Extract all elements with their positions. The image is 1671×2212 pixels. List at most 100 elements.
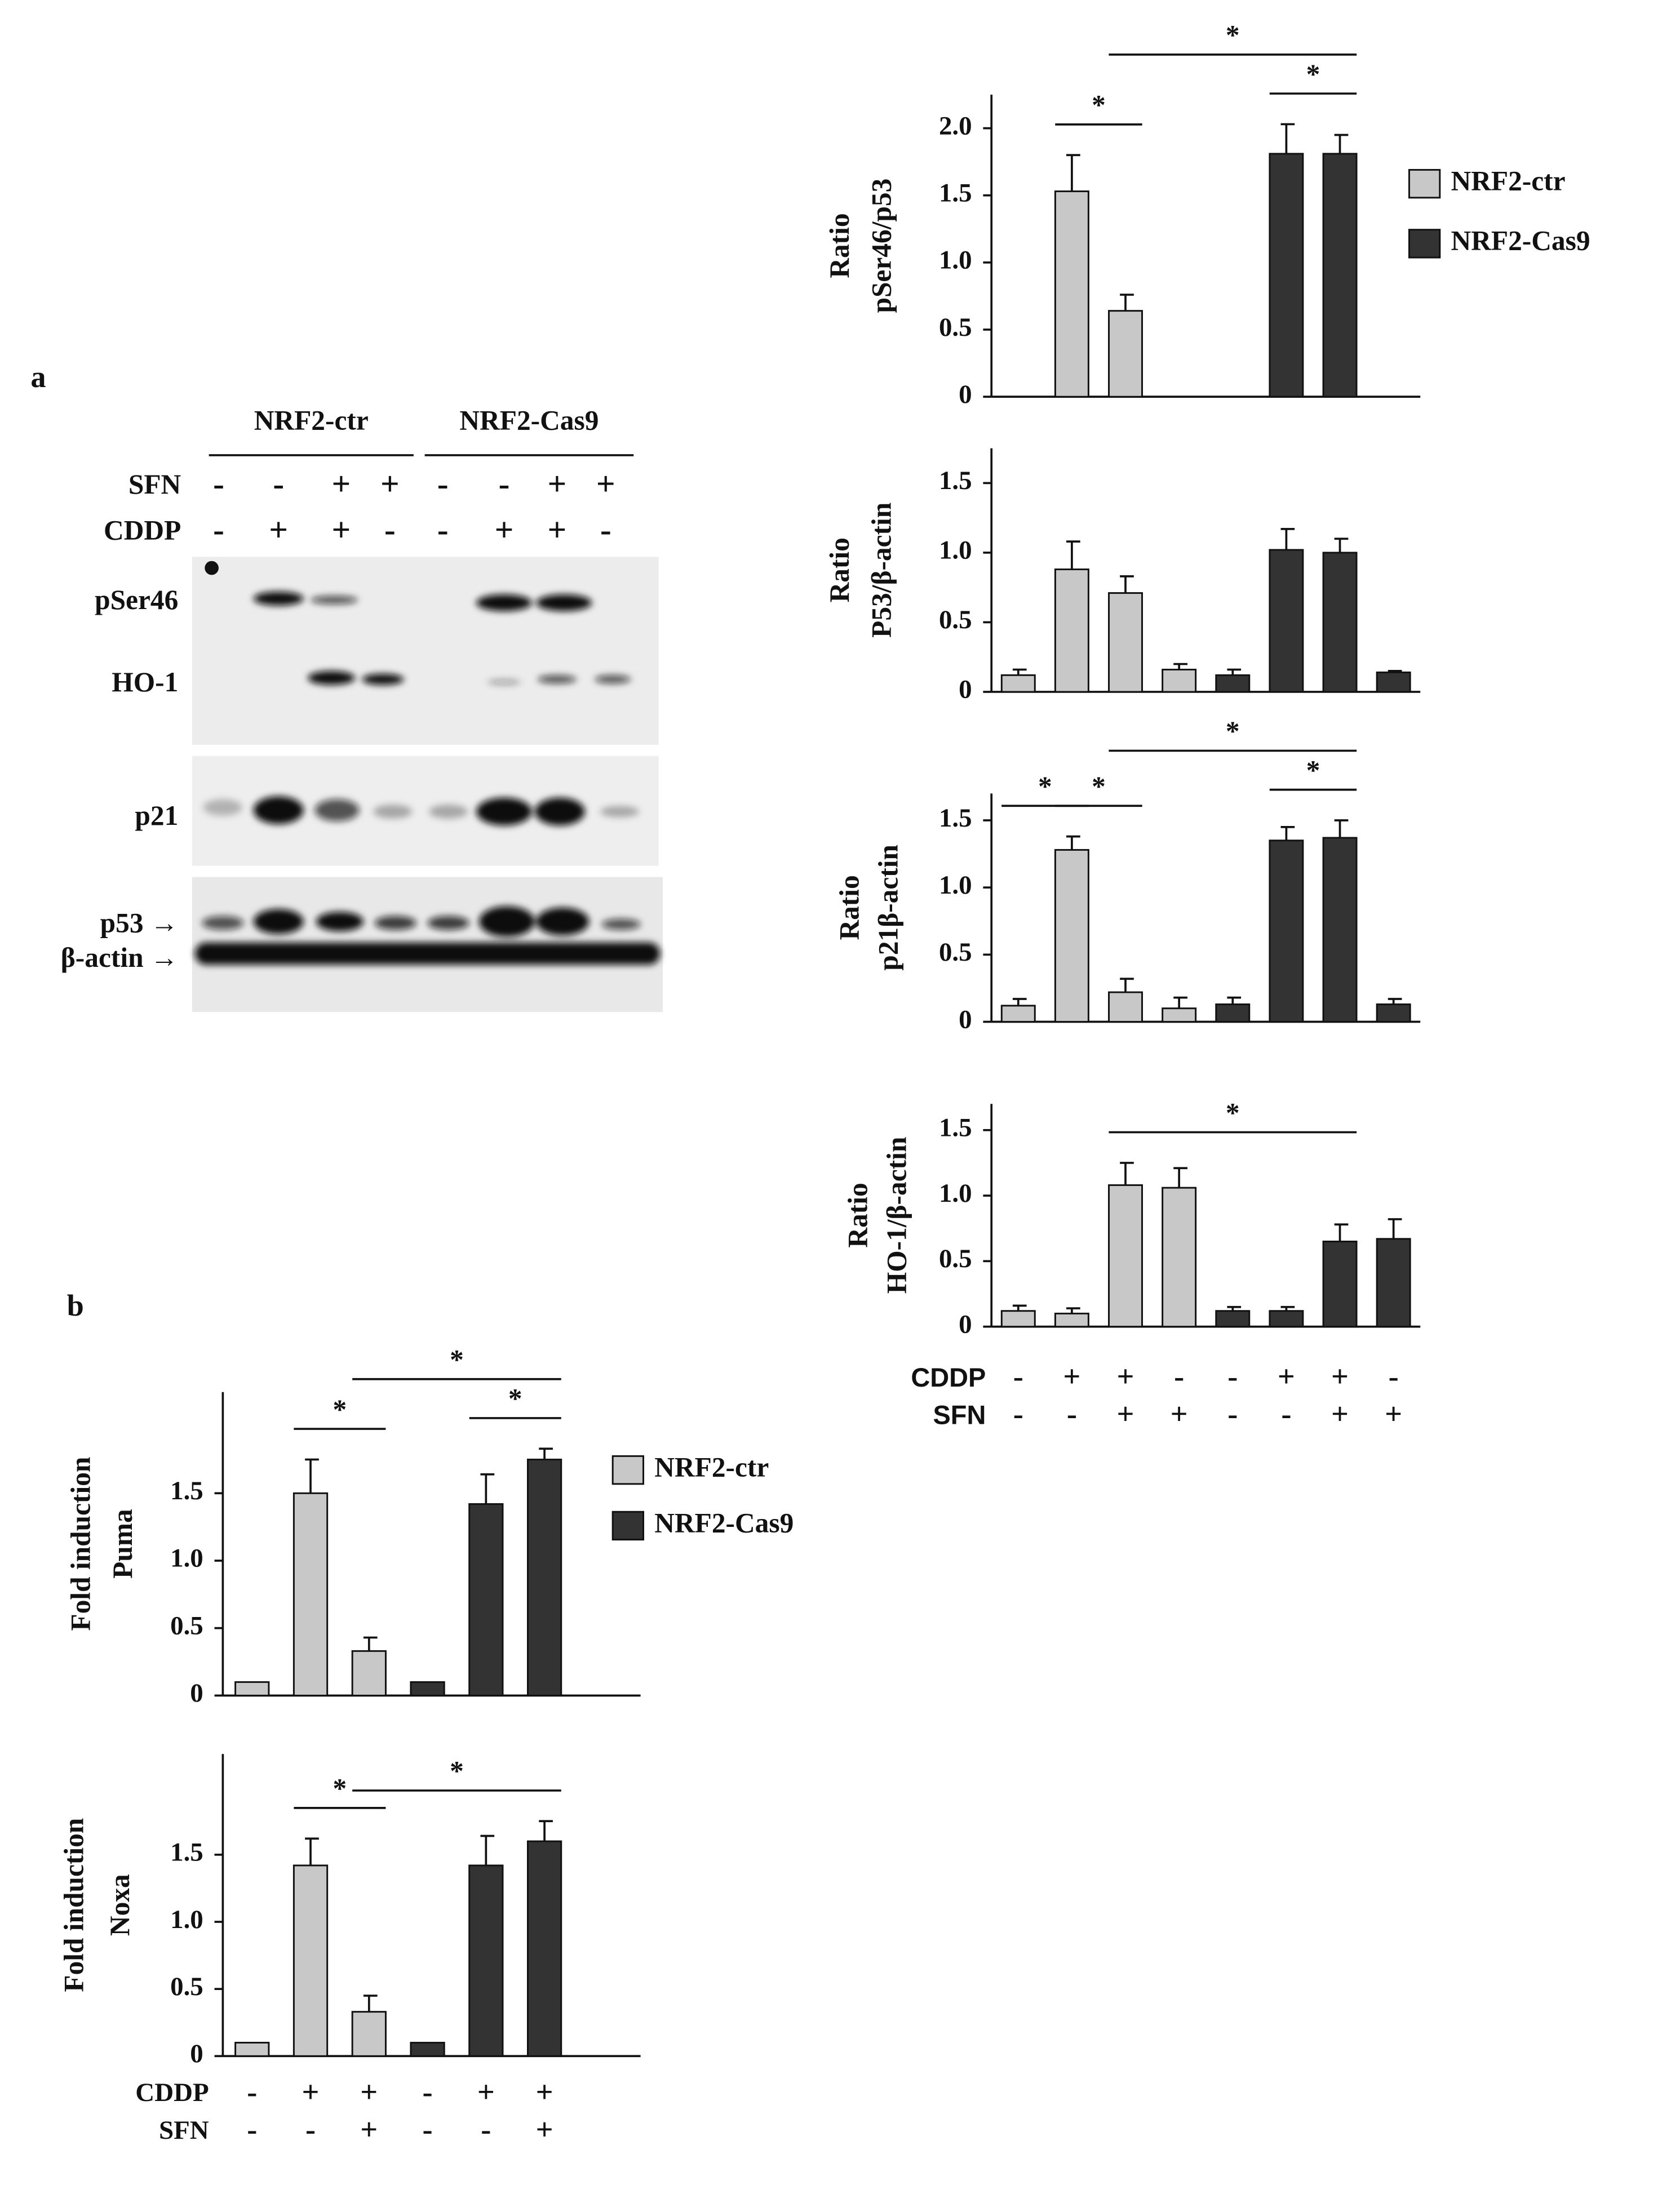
condition-label: SFN (159, 2116, 209, 2145)
y-axis-label: Ratio (824, 538, 855, 602)
condition-sign: - (1174, 1360, 1184, 1393)
condition-sign: + (536, 2075, 553, 2109)
condition-sign: + (1063, 1360, 1080, 1393)
y-tick-label: 1.0 (170, 1544, 203, 1573)
condition-sign: + (1385, 1397, 1402, 1431)
treatment-sign: + (331, 511, 351, 548)
bar (351, 1650, 387, 1696)
treatment-label: SFN (128, 469, 181, 500)
condition-sign: + (302, 2075, 320, 2109)
bar (1322, 1240, 1358, 1328)
y-tick-label: 0 (190, 2039, 203, 2068)
condition-sign: - (247, 2113, 257, 2147)
y-tick-label: 1.5 (170, 1838, 203, 1867)
bar (1162, 1007, 1197, 1023)
treatment-sign: + (331, 465, 351, 502)
bar (1108, 592, 1143, 693)
y-tick-label: 2.0 (939, 111, 972, 140)
bar (1322, 837, 1358, 1023)
bar (1322, 153, 1358, 398)
band-label: p53 → (100, 907, 179, 938)
condition-label: SFN (933, 1401, 986, 1430)
condition-sign: - (1013, 1397, 1023, 1431)
y-tick-label: 0.5 (939, 1244, 972, 1273)
bar (468, 1503, 504, 1696)
significance-mark: * (508, 1383, 522, 1414)
treatment-sign: - (273, 465, 284, 502)
y-tick-label: 1.5 (939, 803, 972, 833)
y-tick-label: 0.5 (939, 605, 972, 634)
significance-mark: * (1226, 20, 1240, 51)
bar (1269, 153, 1304, 398)
treatment-sign: - (600, 511, 611, 548)
y-tick-label: 0 (959, 1309, 972, 1339)
condition-label: CDDP (135, 2078, 209, 2107)
legend-swatch (1408, 229, 1441, 259)
significance-mark: * (1306, 59, 1320, 90)
y-tick-label: 0 (959, 675, 972, 704)
treatment-sign: + (547, 465, 566, 502)
bar (410, 2041, 445, 2057)
bar (1269, 549, 1304, 693)
y-axis-label: Ratio (824, 213, 855, 278)
bar (1215, 1310, 1251, 1328)
significance-mark: * (450, 1344, 464, 1375)
treatment-label: CDDP (104, 515, 181, 546)
bar (1162, 1187, 1197, 1328)
bar (1054, 1312, 1089, 1328)
bar (1108, 1184, 1143, 1328)
y-tick-label: 1.0 (170, 1905, 203, 1934)
legend-label: NRF2-ctr (654, 1451, 769, 1482)
condition-sign: + (360, 2113, 378, 2147)
treatment-sign: - (213, 465, 224, 502)
y-tick-label: 1.0 (939, 1179, 972, 1208)
bar (1269, 840, 1304, 1023)
condition-sign: - (247, 2075, 257, 2109)
y-tick-label: 1.0 (939, 870, 972, 900)
y-tick-label: 1.5 (939, 1113, 972, 1143)
y-tick-label: 0.5 (939, 938, 972, 967)
bar (1108, 991, 1143, 1023)
treatment-sign: - (213, 511, 224, 548)
y-axis-label: Ratio (834, 875, 865, 940)
y-axis-label: HO-1/β-actin (881, 1137, 912, 1294)
y-tick-label: 1.5 (939, 466, 972, 495)
significance-mark: * (450, 1756, 464, 1787)
condition-sign: + (1331, 1360, 1349, 1393)
y-axis-label: p21β-actin (873, 845, 904, 971)
treatment-sign: - (437, 511, 449, 548)
legend-label: NRF2-ctr (1451, 165, 1566, 196)
bar (468, 1864, 504, 2057)
bar (234, 1681, 270, 1696)
y-tick-label: 0.5 (939, 313, 972, 342)
y-axis-label: Fold induction (58, 1818, 89, 1992)
bar (1054, 849, 1089, 1023)
y-tick-label: 0 (959, 1005, 972, 1034)
y-axis-label: Noxa (104, 1874, 135, 1936)
y-tick-label: 0.5 (170, 1972, 203, 2001)
band-label: HO-1 (112, 667, 178, 698)
y-axis-label: pSer46/p53 (866, 179, 897, 313)
significance-mark: * (1092, 771, 1106, 802)
bar (1269, 1310, 1304, 1328)
condition-sign: + (1278, 1360, 1295, 1393)
condition-sign: + (1331, 1397, 1349, 1431)
bar (1215, 674, 1251, 693)
bar (526, 1840, 562, 2057)
bar (1376, 1238, 1411, 1328)
panel-label: b (67, 1289, 84, 1322)
treatment-sign: + (547, 511, 566, 548)
legend-label: NRF2-Cas9 (654, 1507, 794, 1538)
condition-sign: + (1117, 1360, 1134, 1393)
bar (351, 2011, 387, 2057)
condition-sign: - (1389, 1360, 1399, 1393)
y-axis-label: P53/β-actin (866, 503, 897, 638)
bar (1215, 1003, 1251, 1023)
treatment-sign: - (499, 465, 510, 502)
blot-images (192, 557, 663, 1012)
y-tick-label: 1.0 (939, 246, 972, 275)
bar (1162, 668, 1197, 693)
significance-mark: * (333, 1394, 347, 1425)
condition-sign: + (536, 2113, 553, 2147)
condition-sign: - (305, 2113, 316, 2147)
